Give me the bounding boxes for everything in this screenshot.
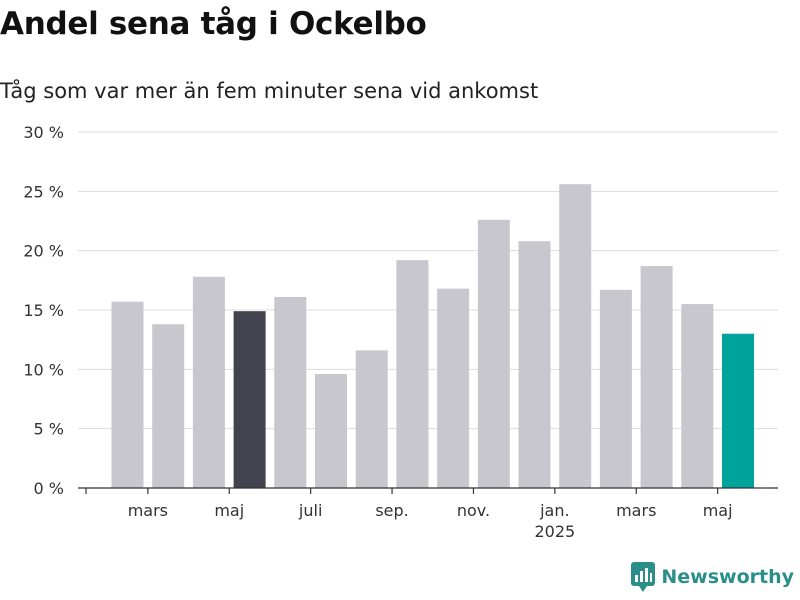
- x-tick-label: mars: [616, 501, 656, 520]
- x-tick-label: jan.: [539, 501, 569, 520]
- x-tick-label: maj: [703, 501, 733, 520]
- bar: [396, 260, 429, 488]
- bar: [559, 184, 592, 489]
- newsworthy-logo-icon: [631, 562, 656, 592]
- y-tick-label: 20 %: [23, 242, 64, 261]
- y-tick-label: 30 %: [23, 123, 64, 142]
- y-tick-label: 10 %: [23, 360, 64, 379]
- bar: [111, 301, 144, 488]
- x-tick-year-label: 2025: [534, 522, 575, 541]
- bar: [599, 289, 632, 488]
- chart-title: Andel sena tåg i Ockelbo: [0, 6, 427, 42]
- chart-subtitle: Tåg som var mer än fem minuter sena vid …: [0, 79, 539, 103]
- y-axis-labels: 0 % 5 % 10 % 15 % 20 % 25 % 30 %: [23, 123, 64, 498]
- y-tick-label: 25 %: [23, 182, 64, 201]
- x-axis-ticks: mars maj juli sep. nov. jan. 2025 mars maj: [85, 488, 733, 541]
- y-tick-label: 0 %: [34, 479, 64, 498]
- newsworthy-brand: Newsworthy: [631, 562, 794, 592]
- bar: [355, 350, 388, 488]
- newsworthy-wordmark: Newsworthy: [661, 566, 794, 588]
- bar-chart: 0 % 5 % 10 % 15 % 20 % 25 % 30 % mars maj juli se…: [23, 123, 778, 541]
- bar: [518, 241, 551, 488]
- bar: [477, 219, 510, 488]
- bar: [152, 324, 185, 488]
- bar: [640, 266, 673, 488]
- bars: [111, 184, 754, 489]
- bar: [437, 288, 470, 488]
- y-tick-label: 15 %: [23, 301, 64, 320]
- bar: [274, 296, 307, 488]
- x-tick-label: maj: [214, 501, 244, 520]
- x-tick-label: nov.: [457, 501, 490, 520]
- x-tick-label: juli: [298, 501, 322, 520]
- bar: [192, 276, 225, 488]
- bar: [233, 311, 266, 488]
- bar: [722, 333, 754, 488]
- y-tick-label: 5 %: [34, 420, 64, 439]
- x-tick-label: sep.: [375, 501, 408, 520]
- x-tick-label: mars: [128, 501, 168, 520]
- bar: [315, 374, 347, 488]
- bar: [681, 304, 714, 488]
